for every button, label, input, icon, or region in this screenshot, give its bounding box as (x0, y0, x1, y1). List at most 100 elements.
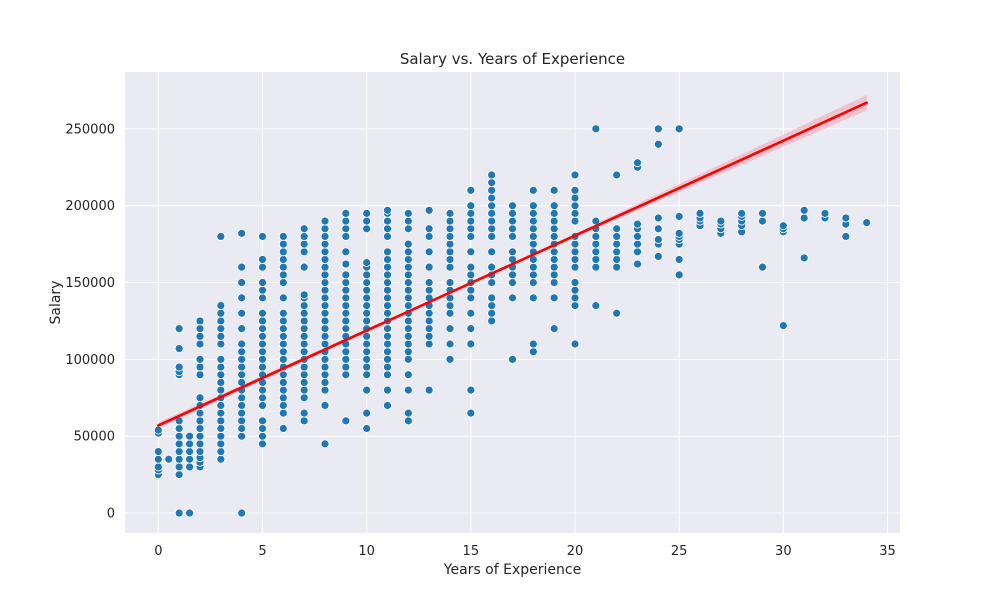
data-point (299, 324, 309, 334)
data-point (278, 239, 288, 249)
x-tick-label: 20 (567, 544, 584, 559)
data-point (341, 278, 351, 287)
data-point (612, 247, 622, 257)
data-point (383, 270, 392, 280)
data-point (320, 255, 330, 264)
data-point (508, 354, 517, 364)
data-point (299, 232, 309, 241)
data-point (153, 454, 163, 464)
data-point (466, 201, 476, 211)
data-point (362, 316, 372, 326)
data-point (383, 401, 392, 410)
data-point (195, 339, 205, 349)
data-point (612, 170, 622, 180)
data-point (528, 201, 538, 211)
data-point (383, 347, 392, 357)
data-point (299, 370, 309, 380)
data-point (466, 232, 476, 241)
data-point (216, 431, 226, 441)
data-point (674, 228, 684, 238)
data-point (299, 393, 309, 403)
data-point (362, 270, 372, 280)
data-point (570, 293, 580, 303)
data-point (216, 424, 226, 433)
data-point (570, 193, 580, 203)
data-point (528, 208, 538, 218)
data-point (383, 339, 392, 349)
data-point (570, 239, 580, 249)
data-point (320, 216, 330, 226)
data-point (445, 308, 455, 318)
data-point (362, 285, 372, 295)
data-point (424, 205, 434, 215)
data-point (383, 278, 392, 287)
data-point (466, 216, 476, 226)
data-point (299, 239, 309, 249)
data-point (403, 354, 413, 364)
data-point (278, 354, 288, 364)
data-point (466, 285, 476, 295)
x-tick-label: 35 (879, 544, 896, 559)
data-point (528, 339, 538, 349)
data-point (466, 247, 476, 257)
data-point (299, 408, 309, 418)
data-point (383, 255, 392, 264)
data-point (216, 331, 226, 341)
data-point (403, 216, 413, 226)
data-point (153, 425, 163, 435)
data-point (403, 224, 413, 234)
data-point (549, 185, 559, 195)
data-point (403, 316, 413, 326)
data-point (320, 370, 330, 380)
data-point (320, 224, 330, 234)
data-point (424, 224, 434, 234)
data-point (258, 339, 267, 349)
data-point (195, 447, 205, 456)
data-point (237, 308, 247, 318)
data-point (341, 232, 351, 241)
data-point (299, 301, 309, 310)
data-point (320, 308, 330, 318)
data-point (237, 278, 247, 287)
data-point (424, 285, 434, 295)
data-point (341, 316, 351, 326)
data-point (549, 278, 559, 287)
data-point (258, 308, 267, 318)
y-tick-label: 150000 (65, 276, 115, 291)
data-point (424, 385, 434, 395)
data-point (216, 232, 226, 241)
data-point (362, 370, 372, 380)
data-point (237, 347, 247, 357)
data-point (528, 185, 538, 195)
data-point (799, 213, 809, 223)
data-point (820, 208, 830, 218)
data-point (383, 308, 392, 318)
y-axis-label: Salary (48, 281, 64, 325)
data-point (341, 416, 351, 426)
data-point (185, 508, 194, 518)
data-point (508, 216, 517, 226)
data-point (341, 354, 351, 364)
data-point (403, 370, 413, 380)
data-point (299, 378, 309, 387)
data-point (508, 201, 517, 211)
y-tick-label: 50000 (74, 430, 115, 445)
data-point (362, 408, 372, 418)
data-point (403, 208, 413, 218)
data-point (487, 170, 497, 180)
data-point (341, 208, 351, 218)
data-point (195, 362, 205, 372)
data-point (341, 224, 351, 234)
data-point (320, 301, 330, 310)
data-point (237, 354, 247, 364)
data-point (487, 278, 497, 287)
data-point (278, 339, 288, 349)
data-point (487, 216, 497, 226)
data-point (383, 205, 392, 215)
data-point (258, 401, 267, 410)
data-point (403, 247, 413, 257)
data-point (570, 201, 580, 211)
data-point (424, 232, 434, 241)
data-point (278, 424, 288, 433)
data-point (320, 278, 330, 287)
